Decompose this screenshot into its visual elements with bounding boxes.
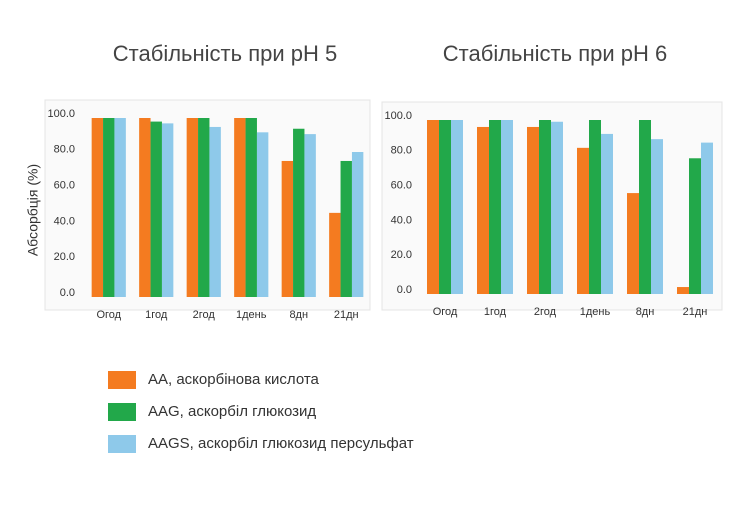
x-tick-label: 1год bbox=[145, 309, 168, 321]
bar bbox=[427, 120, 439, 294]
y-tick-label: 60.0 bbox=[54, 180, 75, 192]
y-axis-label: Абсорбція (%) bbox=[25, 164, 41, 256]
y-tick-label: 40.0 bbox=[54, 215, 75, 227]
x-tick-label: 8дн bbox=[289, 309, 308, 321]
x-tick-label: 2год bbox=[193, 309, 216, 321]
x-tick-label: 1год bbox=[484, 306, 507, 318]
bar bbox=[539, 120, 551, 294]
bar bbox=[677, 287, 689, 294]
y-tick-label: 20.0 bbox=[54, 251, 75, 263]
y-tick-label: 0.0 bbox=[397, 284, 412, 296]
bar bbox=[439, 120, 451, 294]
bar bbox=[186, 118, 199, 297]
x-tick-label: 21дн bbox=[683, 306, 708, 318]
y-tick-label: 0.0 bbox=[60, 287, 75, 299]
bar bbox=[329, 212, 341, 297]
bar bbox=[639, 120, 651, 294]
x-tick-label: 1день bbox=[580, 306, 611, 318]
bar bbox=[477, 126, 489, 295]
bar bbox=[150, 121, 162, 297]
legend-swatch bbox=[108, 403, 136, 421]
y-tick-label: 100.0 bbox=[47, 108, 75, 120]
y-tick-label: 20.0 bbox=[391, 249, 412, 261]
bar bbox=[256, 132, 269, 297]
bar bbox=[281, 160, 294, 297]
bar bbox=[501, 120, 513, 294]
bar bbox=[304, 134, 316, 297]
bar bbox=[627, 193, 639, 294]
bar bbox=[209, 126, 221, 297]
bar bbox=[451, 120, 463, 294]
bar bbox=[340, 160, 352, 297]
x-tick-label: 1день bbox=[236, 309, 267, 321]
legend-label: AA, аскорбінова кислота bbox=[148, 371, 320, 388]
legend-swatch bbox=[108, 435, 136, 453]
bar bbox=[351, 152, 364, 297]
bar bbox=[689, 158, 701, 294]
y-tick-label: 40.0 bbox=[391, 214, 412, 226]
chart-title: Стабільність при pH 5 bbox=[113, 41, 337, 66]
y-tick-label: 60.0 bbox=[391, 180, 412, 192]
x-tick-label: 8дн bbox=[636, 306, 655, 318]
chart-title: Стабільність при pH 6 bbox=[443, 41, 667, 66]
bar bbox=[489, 120, 501, 294]
bar bbox=[245, 118, 257, 297]
bar bbox=[577, 147, 589, 294]
legend-label: AAG, аскорбіл глюкозид bbox=[148, 403, 316, 420]
x-tick-label: Огод bbox=[433, 306, 458, 318]
bar bbox=[103, 118, 115, 297]
bar bbox=[701, 142, 713, 294]
bar bbox=[293, 128, 305, 297]
x-tick-label: Огод bbox=[96, 309, 121, 321]
x-tick-label: 2год bbox=[534, 306, 557, 318]
bar bbox=[601, 133, 613, 294]
bar bbox=[234, 118, 246, 297]
y-tick-label: 80.0 bbox=[391, 145, 412, 157]
legend-label: AAGS, аскорбіл глюкозид персульфат bbox=[148, 435, 414, 452]
bar bbox=[551, 121, 563, 295]
y-tick-label: 80.0 bbox=[54, 144, 75, 156]
bar bbox=[651, 139, 663, 294]
bar bbox=[161, 123, 174, 298]
bar bbox=[198, 118, 210, 297]
bar bbox=[91, 118, 104, 297]
bar bbox=[527, 126, 539, 295]
y-tick-label: 100.0 bbox=[384, 110, 412, 122]
legend-swatch bbox=[108, 371, 136, 389]
bar bbox=[114, 118, 126, 297]
x-tick-label: 21дн bbox=[334, 309, 359, 321]
bar bbox=[589, 120, 601, 294]
bar bbox=[139, 118, 151, 297]
